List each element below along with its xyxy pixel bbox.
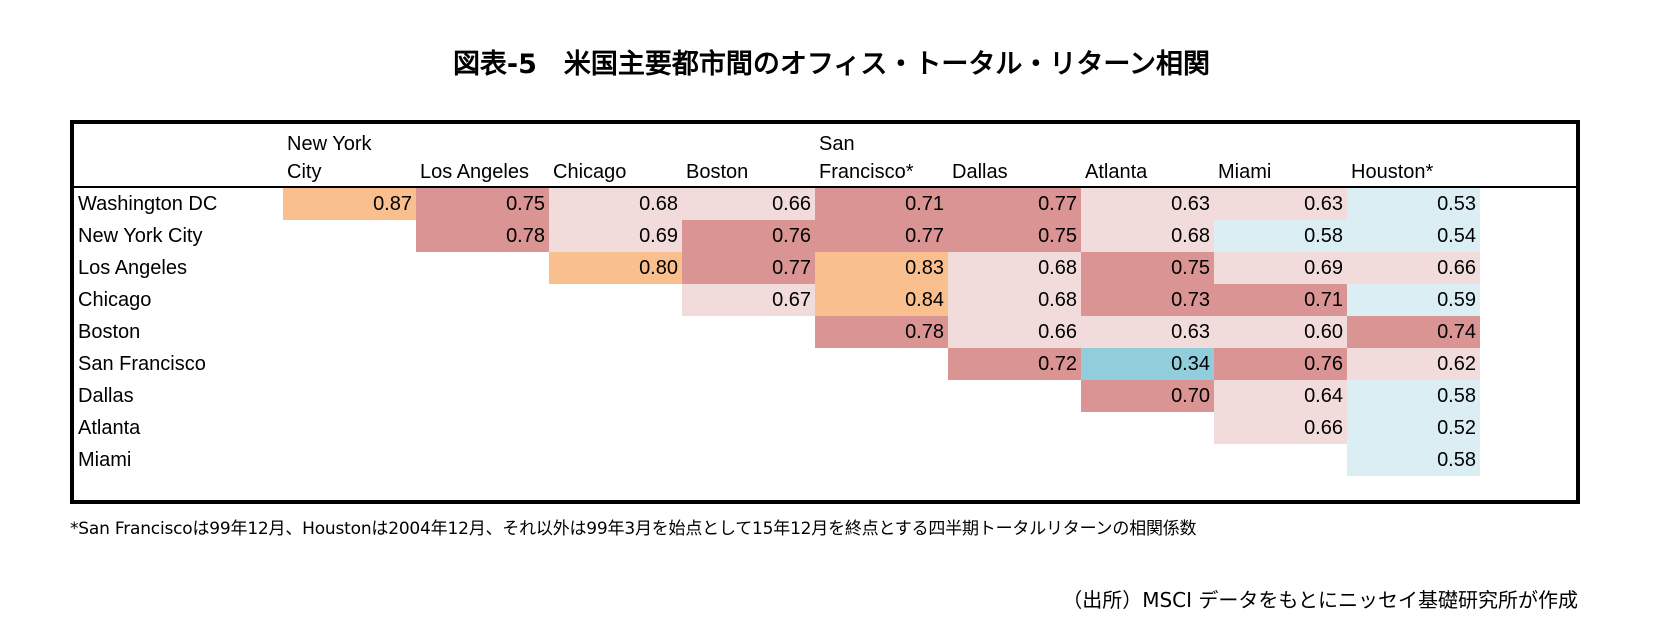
correlation-cell: 0.66 <box>1214 412 1347 444</box>
row-label: Atlanta <box>78 417 141 439</box>
correlation-cell: 0.52 <box>1347 412 1480 444</box>
correlation-cell: 0.66 <box>682 188 815 220</box>
correlation-cell: 0.84 <box>815 284 948 316</box>
correlation-cell: 0.68 <box>1081 220 1214 252</box>
correlation-cell: 0.58 <box>1347 380 1480 412</box>
correlation-cell: 0.77 <box>815 220 948 252</box>
correlation-cell: 0.68 <box>948 252 1081 284</box>
correlation-cell: 0.63 <box>1081 188 1214 220</box>
column-header: New York City <box>287 133 372 183</box>
correlation-cell: 0.53 <box>1347 188 1480 220</box>
correlation-cell: 0.63 <box>1081 316 1214 348</box>
row-label: New York City <box>78 225 203 247</box>
correlation-cell: 0.66 <box>948 316 1081 348</box>
column-header: Atlanta <box>1085 161 1148 183</box>
correlation-cell: 0.60 <box>1214 316 1347 348</box>
column-header: Houston* <box>1351 161 1434 183</box>
correlation-cell: 0.83 <box>815 252 948 284</box>
row-label: Dallas <box>78 385 134 407</box>
correlation-cell: 0.75 <box>416 188 549 220</box>
correlation-cell: 0.80 <box>549 252 682 284</box>
row-label: San Francisco <box>78 353 206 375</box>
row-label: Boston <box>78 321 141 343</box>
correlation-cell: 0.62 <box>1347 348 1480 380</box>
correlation-cell: 0.72 <box>948 348 1081 380</box>
column-header: Los Angeles <box>420 161 529 183</box>
correlation-cell: 0.69 <box>1214 252 1347 284</box>
correlation-cell: 0.76 <box>1214 348 1347 380</box>
row-label: Miami <box>78 449 132 471</box>
correlation-cell: 0.71 <box>1214 284 1347 316</box>
correlation-cell: 0.87 <box>283 188 416 220</box>
correlation-matrix: New York City Los Angeles Chicago Boston San… <box>70 120 1580 504</box>
correlation-cell: 0.63 <box>1214 188 1347 220</box>
correlation-cell: 0.76 <box>682 220 815 252</box>
correlation-cell: 0.68 <box>948 284 1081 316</box>
correlation-cell: 0.69 <box>549 220 682 252</box>
correlation-cell: 0.75 <box>1081 252 1214 284</box>
correlation-cell: 0.73 <box>1081 284 1214 316</box>
correlation-cell: 0.71 <box>815 188 948 220</box>
correlation-cell: 0.70 <box>1081 380 1214 412</box>
correlation-cell: 0.59 <box>1347 284 1480 316</box>
footnote: *San Franciscoは99年12月、Houstonは2004年12月、そ… <box>70 519 1197 539</box>
correlation-cell: 0.58 <box>1214 220 1347 252</box>
correlation-cell: 0.77 <box>948 188 1081 220</box>
correlation-cell: 0.67 <box>682 284 815 316</box>
correlation-cell: 0.64 <box>1214 380 1347 412</box>
source-note: （出所）MSCI データをもとにニッセイ基礎研究所が作成 <box>1062 588 1578 612</box>
correlation-cell: 0.74 <box>1347 316 1480 348</box>
correlation-cell: 0.77 <box>682 252 815 284</box>
correlation-cell: 0.75 <box>948 220 1081 252</box>
correlation-cell: 0.66 <box>1347 252 1480 284</box>
correlation-cell: 0.54 <box>1347 220 1480 252</box>
row-label: Los Angeles <box>78 257 187 279</box>
header-rule <box>74 186 1576 188</box>
chart-title: 図表-5 米国主要都市間のオフィス・トータル・リターン相関 <box>452 49 1211 80</box>
correlation-cell: 0.78 <box>815 316 948 348</box>
correlation-cell: 0.68 <box>549 188 682 220</box>
column-header: Chicago <box>553 161 627 183</box>
column-header: Dallas <box>952 161 1008 183</box>
column-header: Boston <box>686 161 749 183</box>
correlation-cell: 0.78 <box>416 220 549 252</box>
column-header: San Francisco* <box>819 133 914 183</box>
row-label: Washington DC <box>78 193 218 215</box>
column-header: Miami <box>1218 161 1272 183</box>
correlation-cell: 0.34 <box>1081 348 1214 380</box>
row-label: Chicago <box>78 289 152 311</box>
correlation-cell: 0.58 <box>1347 444 1480 476</box>
